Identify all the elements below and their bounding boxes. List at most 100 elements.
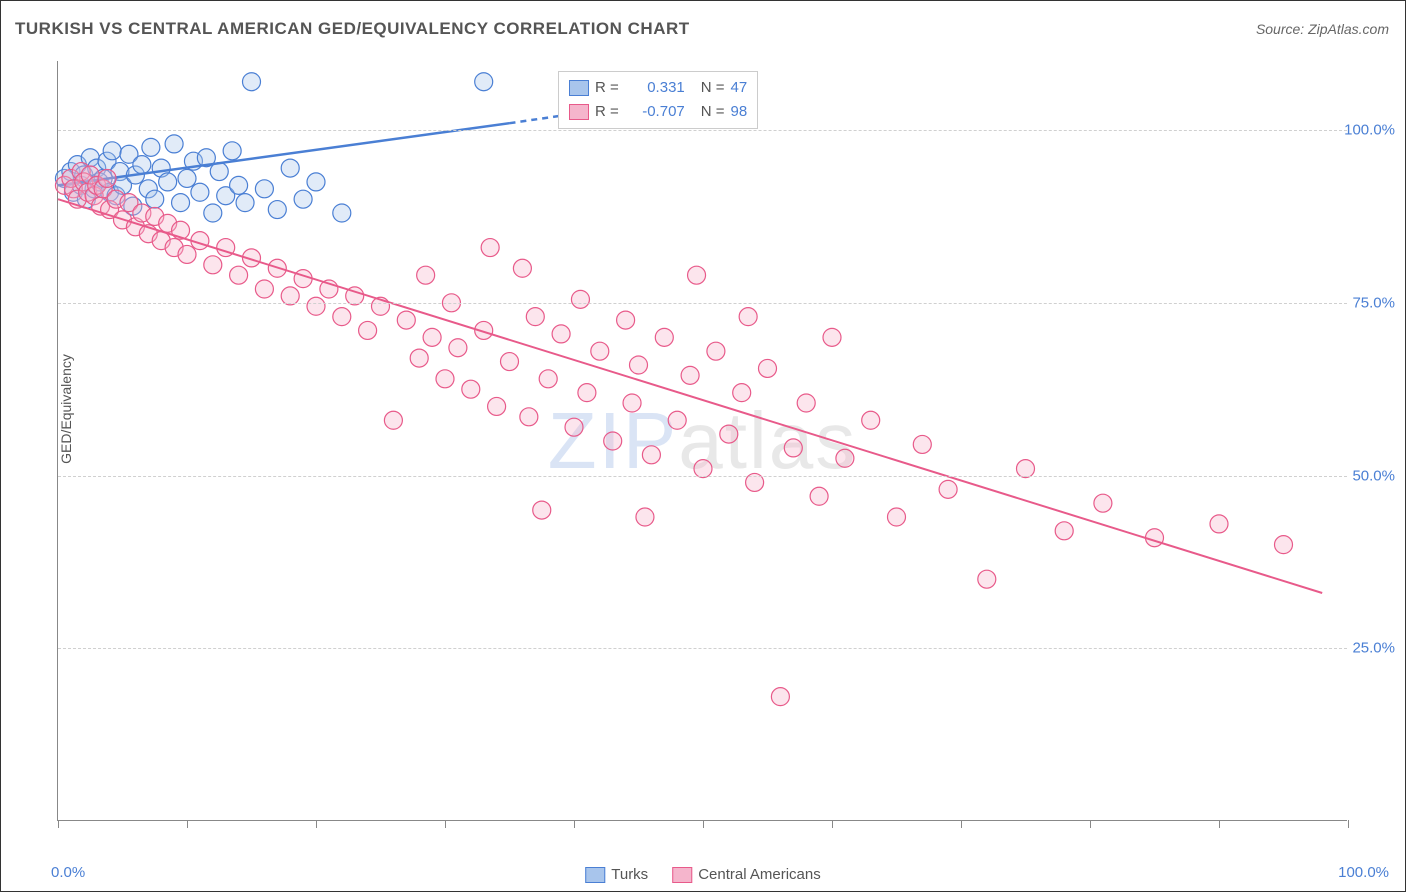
x-tick	[703, 820, 704, 828]
data-point	[733, 384, 751, 402]
x-tick	[58, 820, 59, 828]
data-point	[862, 411, 880, 429]
x-tick	[1219, 820, 1220, 828]
data-point	[642, 446, 660, 464]
data-point	[623, 394, 641, 412]
data-point	[436, 370, 454, 388]
data-point	[810, 487, 828, 505]
data-point	[888, 508, 906, 526]
data-point	[204, 256, 222, 274]
data-point	[636, 508, 654, 526]
data-point	[133, 156, 151, 174]
data-point	[178, 245, 196, 263]
plot-svg	[58, 61, 1347, 820]
data-point	[255, 280, 273, 298]
data-point	[230, 176, 248, 194]
data-point	[939, 480, 957, 498]
data-point	[836, 449, 854, 467]
data-point	[681, 366, 699, 384]
legend-swatch	[672, 867, 692, 883]
data-point	[488, 397, 506, 415]
data-point	[423, 328, 441, 346]
data-point	[223, 142, 241, 160]
data-point	[655, 328, 673, 346]
grid-line	[58, 476, 1347, 477]
data-point	[255, 180, 273, 198]
y-tick-label: 75.0%	[1352, 294, 1395, 311]
trend-line	[58, 199, 1322, 593]
data-point	[307, 297, 325, 315]
data-point	[359, 321, 377, 339]
data-point	[462, 380, 480, 398]
data-point	[333, 204, 351, 222]
chart-container: TURKISH VS CENTRAL AMERICAN GED/EQUIVALE…	[0, 0, 1406, 892]
data-point	[165, 135, 183, 153]
grid-line	[58, 648, 1347, 649]
data-point	[739, 308, 757, 326]
data-point	[1094, 494, 1112, 512]
data-point	[146, 190, 164, 208]
data-point	[913, 435, 931, 453]
data-point	[1275, 536, 1293, 554]
data-point	[236, 194, 254, 212]
y-tick-label: 50.0%	[1352, 467, 1395, 484]
data-point	[526, 308, 544, 326]
y-tick-label: 25.0%	[1352, 640, 1395, 657]
data-point	[552, 325, 570, 343]
data-point	[759, 359, 777, 377]
chart-title: TURKISH VS CENTRAL AMERICAN GED/EQUIVALE…	[15, 19, 690, 39]
grid-line	[58, 303, 1347, 304]
data-point	[771, 688, 789, 706]
data-point	[1146, 529, 1164, 547]
data-point	[178, 169, 196, 187]
data-point	[784, 439, 802, 457]
data-point	[630, 356, 648, 374]
data-point	[243, 73, 261, 91]
legend-correlation-row: R =0.331N =47	[569, 76, 747, 100]
plot-area: ZIPatlas R =0.331N =47R =-0.707N =98	[57, 61, 1347, 821]
y-tick-label: 100.0%	[1344, 122, 1395, 139]
data-point	[823, 328, 841, 346]
x-tick	[316, 820, 317, 828]
data-point	[571, 290, 589, 308]
data-point	[978, 570, 996, 588]
data-point	[1210, 515, 1228, 533]
legend-swatch	[569, 80, 589, 96]
legend-correlations: R =0.331N =47R =-0.707N =98	[558, 71, 758, 129]
data-point	[172, 194, 190, 212]
data-point	[384, 411, 402, 429]
x-tick	[1348, 820, 1349, 828]
data-point	[688, 266, 706, 284]
data-point	[191, 183, 209, 201]
x-tick	[1090, 820, 1091, 828]
data-point	[513, 259, 531, 277]
x-tick-label: 100.0%	[1338, 864, 1389, 881]
x-tick	[832, 820, 833, 828]
data-point	[294, 190, 312, 208]
data-point	[520, 408, 538, 426]
data-point	[539, 370, 557, 388]
data-point	[307, 173, 325, 191]
legend-swatch	[569, 104, 589, 120]
x-tick	[445, 820, 446, 828]
data-point	[707, 342, 725, 360]
data-point	[294, 270, 312, 288]
data-point	[159, 173, 177, 191]
legend-series: TurksCentral Americans	[585, 866, 821, 883]
data-point	[1055, 522, 1073, 540]
grid-line	[58, 130, 1347, 131]
chart-source: Source: ZipAtlas.com	[1256, 21, 1389, 37]
data-point	[797, 394, 815, 412]
data-point	[281, 159, 299, 177]
data-point	[410, 349, 428, 367]
data-point	[142, 138, 160, 156]
data-point	[668, 411, 686, 429]
data-point	[204, 204, 222, 222]
data-point	[720, 425, 738, 443]
x-tick	[574, 820, 575, 828]
data-point	[565, 418, 583, 436]
data-point	[449, 339, 467, 357]
legend-swatch	[585, 867, 605, 883]
data-point	[533, 501, 551, 519]
data-point	[417, 266, 435, 284]
